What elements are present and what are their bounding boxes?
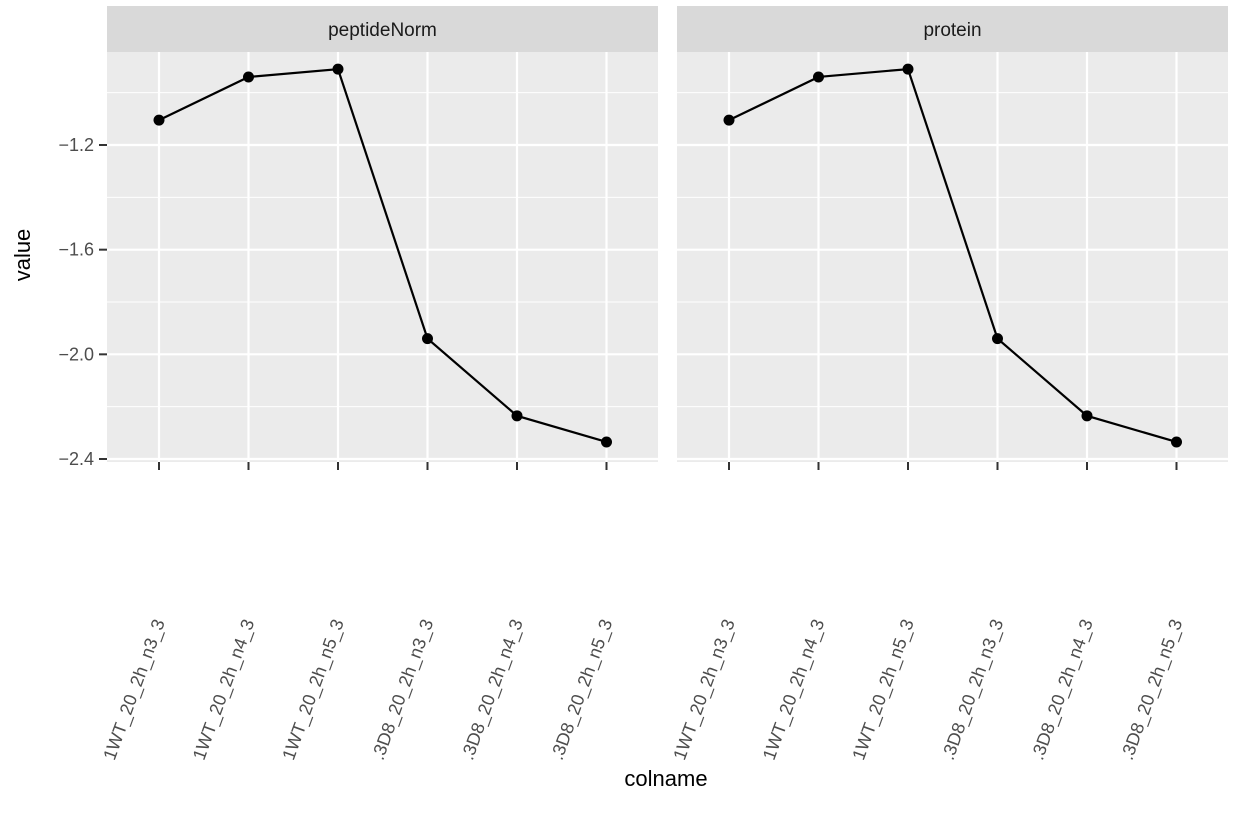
panel-strip xyxy=(677,6,1228,52)
series-line xyxy=(728,67,1177,444)
data-point-3 xyxy=(902,63,914,75)
data-point-5 xyxy=(1081,410,1093,422)
y-tick-label: −1.2 xyxy=(58,135,94,155)
x-tick-label: 1WT_20_2h_n5_3 xyxy=(278,617,348,763)
panel-strip-label: protein xyxy=(923,20,981,41)
panel-background xyxy=(677,52,1228,462)
data-point-1 xyxy=(723,114,735,126)
y-tick-label: −1.6 xyxy=(58,240,94,260)
y-tick-label: −2.4 xyxy=(58,449,94,469)
x-tick-label: .3D8_20_2h_n3_3 xyxy=(938,617,1008,763)
panel-background xyxy=(107,52,658,462)
x-axis-title: colname xyxy=(624,766,707,791)
x-tick-label: 1WT_20_2h_n4_3 xyxy=(759,617,829,763)
y-axis-title: value xyxy=(10,229,35,282)
x-tick-label: .3D8_20_2h_n4_3 xyxy=(457,617,527,763)
x-tick-label: .3D8_20_2h_n5_3 xyxy=(547,617,617,763)
data-point-1 xyxy=(153,114,165,126)
data-point-2 xyxy=(813,71,824,83)
series-line xyxy=(158,67,607,444)
data-point-5 xyxy=(511,410,523,422)
data-point-6 xyxy=(601,436,612,448)
x-tick-label: .3D8_20_2h_n3_3 xyxy=(368,617,438,763)
panel-peptideNorm: peptideNorm 1WT_20_2h_n3_3 1WT_20_2h_n4_3 1… xyxy=(99,6,658,763)
panel-strip-label: peptideNorm xyxy=(328,20,437,41)
panel-strip xyxy=(107,6,658,52)
panel-protein: protein 1WT_20_2h_n3_3 1WT_20_2h_n4_3 1WT_2… xyxy=(669,6,1228,763)
x-tick-label: 1WT_20_2h_n4_3 xyxy=(189,617,259,763)
y-tick-label: −2.0 xyxy=(58,344,94,364)
panels-layer: peptideNorm 1WT_20_2h_n3_3 1WT_20_2h_n4_3 1… xyxy=(99,6,1228,763)
data-point-2 xyxy=(243,71,254,83)
x-tick-label: 1WT_20_2h_n3_3 xyxy=(669,617,739,763)
x-tick-label: .3D8_20_2h_n4_3 xyxy=(1027,617,1097,763)
data-point-6 xyxy=(1171,436,1182,448)
data-point-3 xyxy=(332,63,344,75)
y-axis: −1.2 −1.6 −2.0 −2.4 xyxy=(58,135,107,469)
data-point-4 xyxy=(422,333,433,345)
data-point-4 xyxy=(992,333,1003,345)
x-tick-label: 1WT_20_2h_n5_3 xyxy=(848,617,918,763)
x-tick-label: 1WT_20_2h_n3_3 xyxy=(99,617,169,763)
x-tick-label: .3D8_20_2h_n5_3 xyxy=(1117,617,1187,763)
